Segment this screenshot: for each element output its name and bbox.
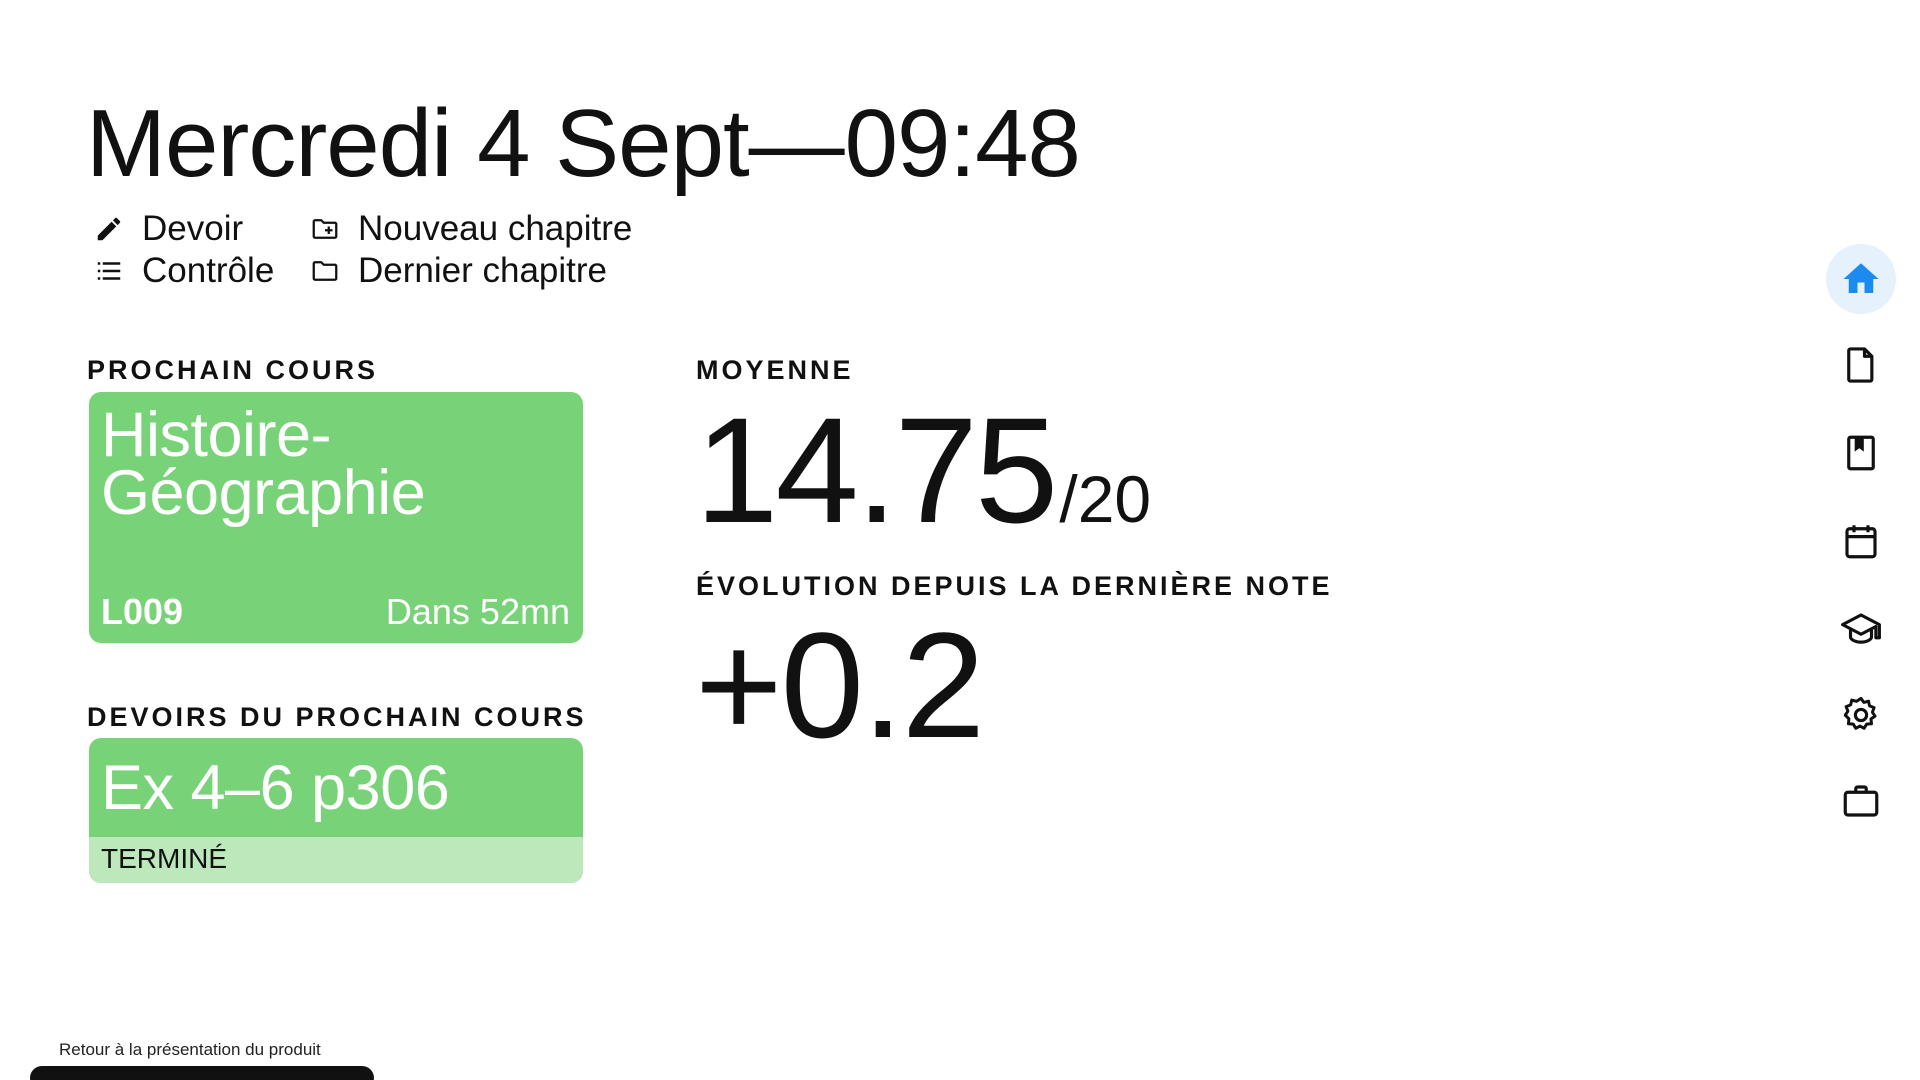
nav-settings[interactable] (1826, 680, 1896, 750)
evolution-heading: ÉVOLUTION DEPUIS LA DERNIÈRE NOTE (696, 571, 1333, 601)
folder-add-icon (312, 219, 338, 239)
title-separator: — (748, 90, 845, 197)
last-chapter-button[interactable]: Dernier chapitre (310, 250, 632, 292)
graduation-cap-icon (1841, 613, 1881, 644)
homework-label: Devoir (142, 209, 244, 248)
homework-button[interactable]: Devoir (94, 208, 274, 250)
next-course-card[interactable]: Histoire-Géographie L009 Dans 52mn (89, 392, 583, 643)
average-value: 14.75 /20 (695, 395, 1151, 545)
quick-actions-right: Nouveau chapitre Dernier chapitre (310, 208, 632, 292)
next-course-heading: PROCHAIN COURS (87, 355, 379, 385)
evolution-value: +0.2 (695, 601, 985, 769)
back-to-product-link[interactable]: Retour à la présentation du produit (59, 1040, 321, 1059)
footer-bar (30, 1066, 374, 1080)
nav-notebook[interactable] (1826, 418, 1896, 488)
nav-grades[interactable] (1826, 594, 1896, 664)
average-denominator: /20 (1059, 462, 1152, 536)
folder-icon (312, 261, 338, 281)
next-homework-heading: DEVOIRS DU PROCHAIN COURS (87, 702, 587, 732)
course-subject: Histoire-Géographie (101, 400, 426, 528)
course-countdown: Dans 52mn (385, 591, 570, 632)
quick-actions-left: Devoir Contrôle (94, 208, 274, 292)
course-room: L009 (101, 591, 184, 632)
bookmark-book-icon (1847, 435, 1875, 471)
settings-gear-icon (1843, 696, 1877, 730)
nav-calendar[interactable] (1826, 506, 1896, 576)
calendar-icon (1845, 525, 1877, 559)
list-icon (97, 262, 121, 280)
new-chapter-label: Nouveau chapitre (358, 209, 633, 248)
nav-documents[interactable] (1826, 330, 1896, 400)
document-icon (1847, 347, 1874, 383)
briefcase-icon (1843, 785, 1879, 817)
test-button[interactable]: Contrôle (94, 250, 274, 292)
last-chapter-label: Dernier chapitre (358, 251, 607, 290)
test-label: Contrôle (142, 251, 275, 290)
average-number: 14.75 (695, 386, 1058, 554)
homework-task: Ex 4–6 p306 (101, 753, 450, 823)
nav-home[interactable] (1826, 244, 1896, 314)
title-date: Mercredi 4 Sept (86, 90, 750, 197)
home-icon (1843, 263, 1879, 293)
pencil-icon (97, 217, 121, 241)
page-title: Mercredi 4 Sept—09:48 (86, 86, 1081, 202)
average-heading: MOYENNE (696, 355, 854, 385)
homework-status-badge: TERMINÉ (89, 837, 583, 883)
next-homework-card[interactable]: Ex 4–6 p306 TERMINÉ (89, 738, 583, 883)
title-time: 09:48 (844, 90, 1081, 197)
nav-briefcase[interactable] (1826, 766, 1896, 836)
new-chapter-button[interactable]: Nouveau chapitre (310, 208, 632, 250)
